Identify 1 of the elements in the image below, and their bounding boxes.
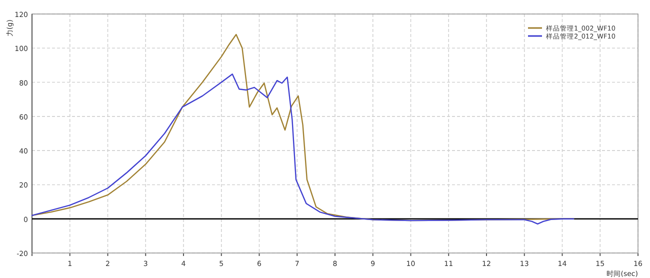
line-series: [31, 73, 574, 225]
